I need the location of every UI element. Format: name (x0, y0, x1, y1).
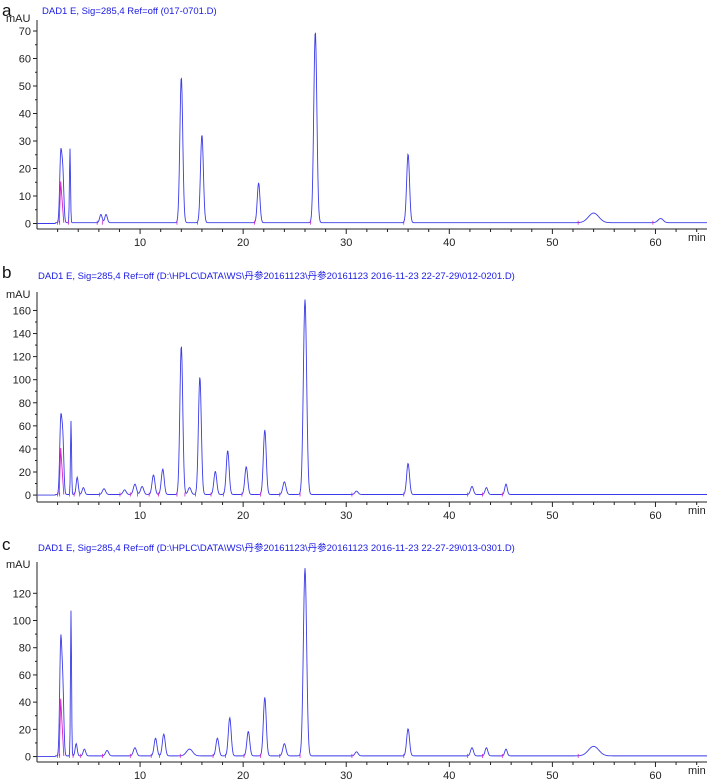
panel-a-y-tick-label: 20 (19, 164, 31, 176)
panel-letter-c: c (2, 535, 11, 554)
panel-c-y-tick-label: 40 (19, 697, 31, 709)
panel-c-y-tick-label: 20 (19, 724, 31, 736)
panel-b-trace (37, 299, 707, 496)
panel-c-y-unit: mAU (6, 559, 31, 571)
panel-a-y-tick-label: 30 (19, 136, 31, 148)
panel-b-y-tick-label: 20 (19, 467, 31, 479)
panel-b-y-tick-label: 60 (19, 421, 31, 433)
panel-a-x-tick-label: 20 (237, 237, 249, 249)
panel-a-x-tick-label: 60 (649, 237, 661, 249)
panel-c-integration-marker (58, 698, 65, 756)
panel-b-title: DAD1 E, Sig=285,4 Ref=off (D:\HPLC\DATA\… (38, 270, 515, 282)
panel-c-trace (37, 568, 707, 758)
panel-c-x-unit: min (688, 765, 706, 777)
panel-b-y-tick-label: 0 (25, 490, 31, 502)
panel-c-x-tick-label: 50 (546, 770, 558, 780)
panel-a-y-tick-label: 0 (25, 219, 31, 231)
panel-a-x-tick-label: 40 (443, 237, 455, 249)
panel-a-y-tick-label: 70 (19, 26, 31, 38)
panel-letter-b: b (2, 263, 11, 282)
panel-b-y-tick-label: 160 (13, 305, 31, 317)
panel-b-x-tick-label: 40 (443, 510, 455, 522)
panel-a-title: DAD1 E, Sig=285,4 Ref=off (017-0701.D) (42, 6, 217, 17)
panel-c-x-tick-label: 30 (340, 770, 352, 780)
panel-a-integration-marker (58, 181, 65, 223)
panel-a-x-unit: min (688, 232, 706, 244)
panel-b-x-tick-label: 60 (649, 510, 661, 522)
panel-c-x-tick-label: 10 (134, 770, 146, 780)
panel-c-y-tick-label: 0 (25, 752, 31, 764)
panel-b-x-tick-label: 10 (134, 510, 146, 522)
panel-c-x-tick-label: 40 (443, 770, 455, 780)
panel-b-x-tick-label: 30 (340, 510, 352, 522)
panel-c-y-tick-label: 60 (19, 670, 31, 682)
panel-a: a DAD1 E, Sig=285,4 Ref=off (017-0701.D)… (2, 1, 707, 249)
panel-b-y-tick-label: 80 (19, 398, 31, 410)
panel-c-x-tick-label: 60 (649, 770, 661, 780)
panel-a-y-tick-label: 40 (19, 109, 31, 121)
panel-b-y-tick-label: 40 (19, 444, 31, 456)
panel-a-x-tick-label: 50 (546, 237, 558, 249)
panel-a-y-tick-label: 50 (19, 81, 31, 93)
panel-a-y-unit: mAU (6, 13, 31, 25)
panel-a-x-tick-label: 30 (340, 237, 352, 249)
panel-b-y-unit: mAU (6, 289, 31, 301)
panel-a-y-tick-label: 60 (19, 54, 31, 66)
panel-b-y-tick-label: 100 (13, 375, 31, 387)
panel-a-x-tick-label: 10 (134, 237, 146, 249)
panel-letter-a: a (2, 1, 12, 20)
panel-c-y-tick-label: 100 (13, 616, 31, 628)
panel-b-x-tick-label: 20 (237, 510, 249, 522)
panel-c: c DAD1 E, Sig=285,4 Ref=off (D:\HPLC\DAT… (2, 535, 707, 780)
panel-a-trace (37, 32, 707, 224)
panel-b-x-unit: min (688, 505, 706, 517)
panel-c-x-tick-label: 20 (237, 770, 249, 780)
panel-b-integration-marker (58, 447, 65, 495)
panel-a-y-tick-label: 10 (19, 191, 31, 203)
panel-c-title: DAD1 E, Sig=285,4 Ref=off (D:\HPLC\DATA\… (38, 542, 515, 554)
panel-c-y-tick-label: 80 (19, 643, 31, 655)
panel-b: b DAD1 E, Sig=285,4 Ref=off (D:\HPLC\DAT… (2, 263, 707, 522)
panel-b-x-tick-label: 50 (546, 510, 558, 522)
panel-b-y-tick-label: 120 (13, 352, 31, 364)
panel-b-y-tick-label: 140 (13, 329, 31, 341)
panel-c-y-tick-label: 120 (13, 588, 31, 600)
